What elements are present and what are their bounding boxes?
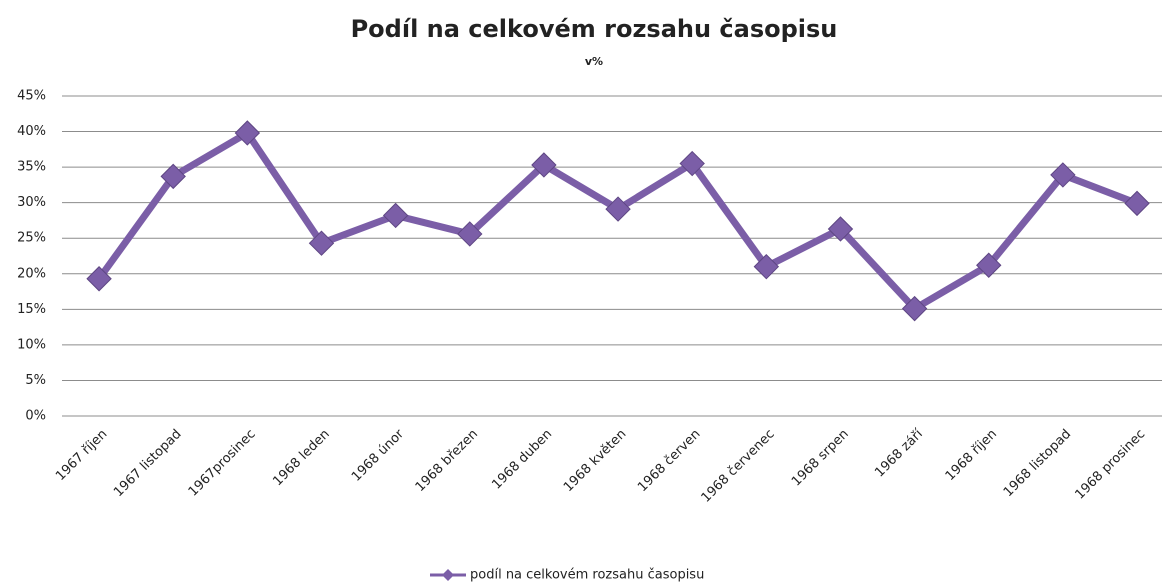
y-tick-label: 35%	[17, 160, 46, 175]
y-tick-label: 30%	[17, 195, 46, 210]
marker	[679, 150, 705, 177]
x-tick-label: 1968 červen	[635, 427, 703, 495]
y-tick-label: 20%	[17, 266, 46, 281]
x-tick-label: 1968 leden	[270, 427, 332, 489]
x-tick-label: 1968 září	[872, 426, 926, 480]
y-tick-label: 40%	[17, 124, 46, 139]
y-tick-label: 0%	[25, 409, 46, 424]
y-tick-label: 5%	[25, 373, 46, 388]
legend-marker	[442, 569, 454, 581]
chart-subtitle: v%	[585, 55, 603, 68]
y-tick-label: 25%	[17, 231, 46, 246]
marker	[901, 295, 928, 322]
x-tick-label: 1968 říjen	[943, 427, 1000, 484]
marker	[86, 266, 112, 292]
x-tick-label: 1967prosinec	[186, 427, 259, 500]
marker	[753, 253, 780, 280]
marker	[160, 163, 186, 190]
x-tick-label: 1968 květen	[561, 427, 629, 495]
marker	[1050, 162, 1076, 188]
x-tick-label: 1968 březen	[413, 427, 481, 495]
marker	[382, 202, 409, 229]
marker	[976, 252, 1002, 278]
x-tick-label: 1968 prosinec	[1072, 427, 1148, 503]
x-tick-label: 1968 listopad	[1001, 427, 1074, 500]
x-tick-label: 1968 červenec	[699, 427, 778, 506]
marker	[308, 230, 335, 256]
x-tick-label: 1968 únor	[349, 426, 407, 484]
x-tick-label: 1968 duben	[489, 427, 555, 493]
marker	[605, 196, 631, 222]
marker	[457, 221, 483, 247]
y-tick-label: 10%	[17, 337, 46, 352]
marker	[234, 120, 261, 146]
x-tick-label: 1967 listopad	[111, 427, 184, 500]
y-tick-label: 45%	[17, 89, 46, 104]
y-tick-label: 15%	[17, 302, 46, 317]
marker	[1124, 190, 1150, 217]
chart-title: Podíl na celkovém rozsahu časopisu	[351, 15, 838, 43]
x-tick-label: 1968 srpen	[789, 427, 852, 490]
x-tick-label: 1967 říjen	[53, 427, 110, 484]
legend-label: podíl na celkovém rozsahu časopisu	[470, 568, 704, 583]
marker	[827, 216, 854, 242]
marker	[531, 152, 557, 178]
